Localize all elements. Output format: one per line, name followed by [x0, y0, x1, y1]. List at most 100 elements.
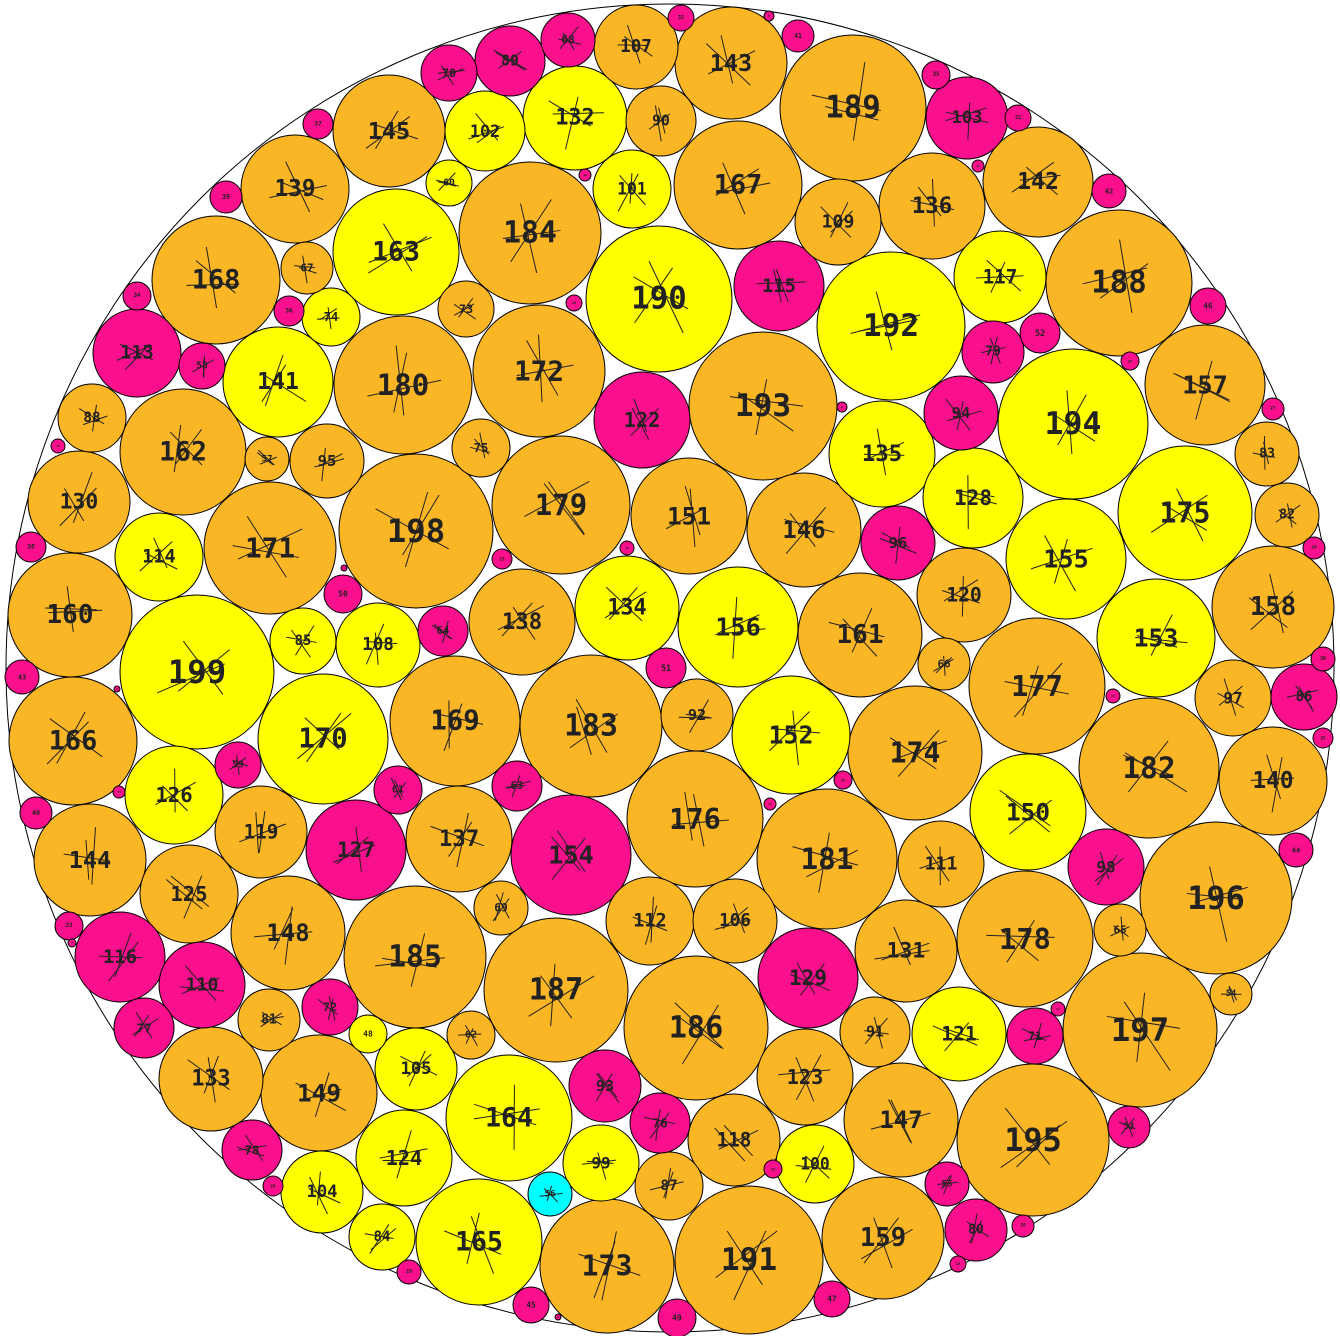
bubble-stroke	[259, 456, 277, 465]
bubble-stroke	[1025, 166, 1058, 196]
bubble-stroke	[604, 591, 647, 619]
bubble-label: 105	[400, 1059, 431, 1079]
bubble-label: 59	[232, 760, 244, 771]
bubble-label: 52	[1035, 328, 1045, 338]
bubble-stroke	[1120, 916, 1124, 941]
bubble-label: 78	[244, 1143, 259, 1158]
bubble-circle	[483, 917, 629, 1063]
bubble-label: 132	[555, 106, 594, 131]
bubble-stroke	[789, 512, 816, 547]
bubble-label: 187	[529, 973, 584, 1008]
bubble: 12	[763, 797, 777, 811]
bubble: 109	[794, 178, 882, 266]
bubble-stroke	[238, 1145, 267, 1151]
bubble: 113	[92, 308, 182, 398]
bubble-stroke	[264, 354, 284, 407]
bubble-stroke	[556, 830, 586, 873]
bubble-stroke	[684, 485, 701, 536]
bubble-stroke	[665, 1168, 672, 1199]
bubble: 59	[214, 741, 262, 789]
bubble-stroke	[1271, 757, 1283, 813]
bubble-stroke	[370, 122, 419, 140]
bubble: 197	[1062, 952, 1218, 1108]
bubble-stroke	[174, 428, 203, 466]
bubble-stroke	[464, 1025, 478, 1046]
bubble-circle	[214, 785, 308, 879]
bubble-circle	[468, 568, 576, 676]
bubble-circle	[280, 241, 334, 295]
bubble-stroke	[811, 94, 881, 111]
bubble: 101	[592, 149, 672, 229]
bubble-label: 157	[1182, 371, 1228, 400]
bubble-label: 154	[548, 841, 594, 870]
bubble-stroke	[890, 1099, 913, 1144]
bubble-stroke	[187, 1059, 230, 1091]
bubble-label: 41	[794, 32, 802, 40]
bubble-circle	[916, 547, 1012, 643]
bubble-label: 147	[879, 1106, 922, 1134]
bubble: 179	[491, 435, 631, 575]
bubble-stroke	[405, 491, 429, 568]
bubble-stroke	[1250, 777, 1295, 781]
bubble: 178	[956, 870, 1094, 1008]
bubble-stroke	[597, 1072, 618, 1098]
bubble-label: 135	[862, 441, 902, 467]
bubble-circle	[340, 564, 348, 572]
bubble-stroke	[237, 528, 303, 560]
bubble: 161	[797, 572, 923, 698]
bubble-label: 26	[1311, 545, 1317, 551]
bubble-circle	[1117, 445, 1253, 581]
bubble-circle	[237, 988, 301, 1052]
bubble: 196	[1139, 821, 1293, 975]
bubble-label: 170	[298, 724, 347, 755]
bubble: 31	[1004, 104, 1032, 132]
bubble-label: 46	[1203, 302, 1213, 311]
bubble: 111	[897, 820, 985, 908]
bubble-stroke	[277, 180, 324, 201]
bubble-label: 48	[363, 1030, 373, 1039]
bubble-label: 60	[443, 178, 455, 189]
bubble: 37	[302, 108, 334, 140]
bubble-label: 145	[368, 117, 410, 145]
bubble: 19	[949, 1255, 967, 1273]
bubble-stroke	[679, 1016, 722, 1049]
bubble-stroke	[633, 398, 648, 432]
bubble-stroke	[333, 844, 376, 863]
bubble-stroke	[125, 343, 151, 370]
bubble-label: 99	[591, 1154, 610, 1173]
bubble-stroke	[367, 379, 442, 397]
bubble-label: 90	[652, 113, 670, 130]
bubble-stroke	[1195, 360, 1213, 420]
bubble-label: 150	[1006, 798, 1050, 827]
bubble-stroke	[910, 200, 955, 211]
bubble-stroke	[864, 1030, 889, 1035]
bubble-stroke	[1110, 926, 1130, 937]
bubble: 147	[843, 1062, 959, 1178]
bubble: 156	[677, 566, 799, 688]
bubble-label: 152	[769, 721, 814, 750]
bubble: 14	[50, 438, 66, 454]
bubble-stroke	[203, 1055, 219, 1094]
bubble-stroke	[46, 721, 89, 765]
bubble-stroke	[232, 545, 300, 558]
bubble-stroke	[756, 281, 806, 285]
bubble-stroke	[510, 199, 552, 263]
bubble-circle	[113, 685, 121, 693]
bubble-stroke	[139, 541, 173, 572]
bubble-stroke	[1123, 754, 1174, 777]
bubble: 142	[982, 126, 1094, 238]
bubble: 180	[333, 315, 473, 455]
bubble-circle	[323, 574, 363, 614]
bubble: 33	[54, 911, 84, 941]
bubble-label: 108	[362, 635, 394, 655]
bubble-label: 197	[1111, 1011, 1169, 1049]
bubble-stroke	[732, 597, 738, 659]
bubble: 6	[113, 685, 121, 693]
bubble-label: 4	[343, 566, 345, 570]
bubble-circle	[897, 820, 985, 908]
bubble-circle	[425, 159, 473, 207]
bubble-stroke	[864, 1017, 888, 1045]
bubble-circle	[420, 44, 478, 102]
bubble-label: 98	[1096, 858, 1115, 877]
bubble-stroke	[443, 703, 463, 751]
